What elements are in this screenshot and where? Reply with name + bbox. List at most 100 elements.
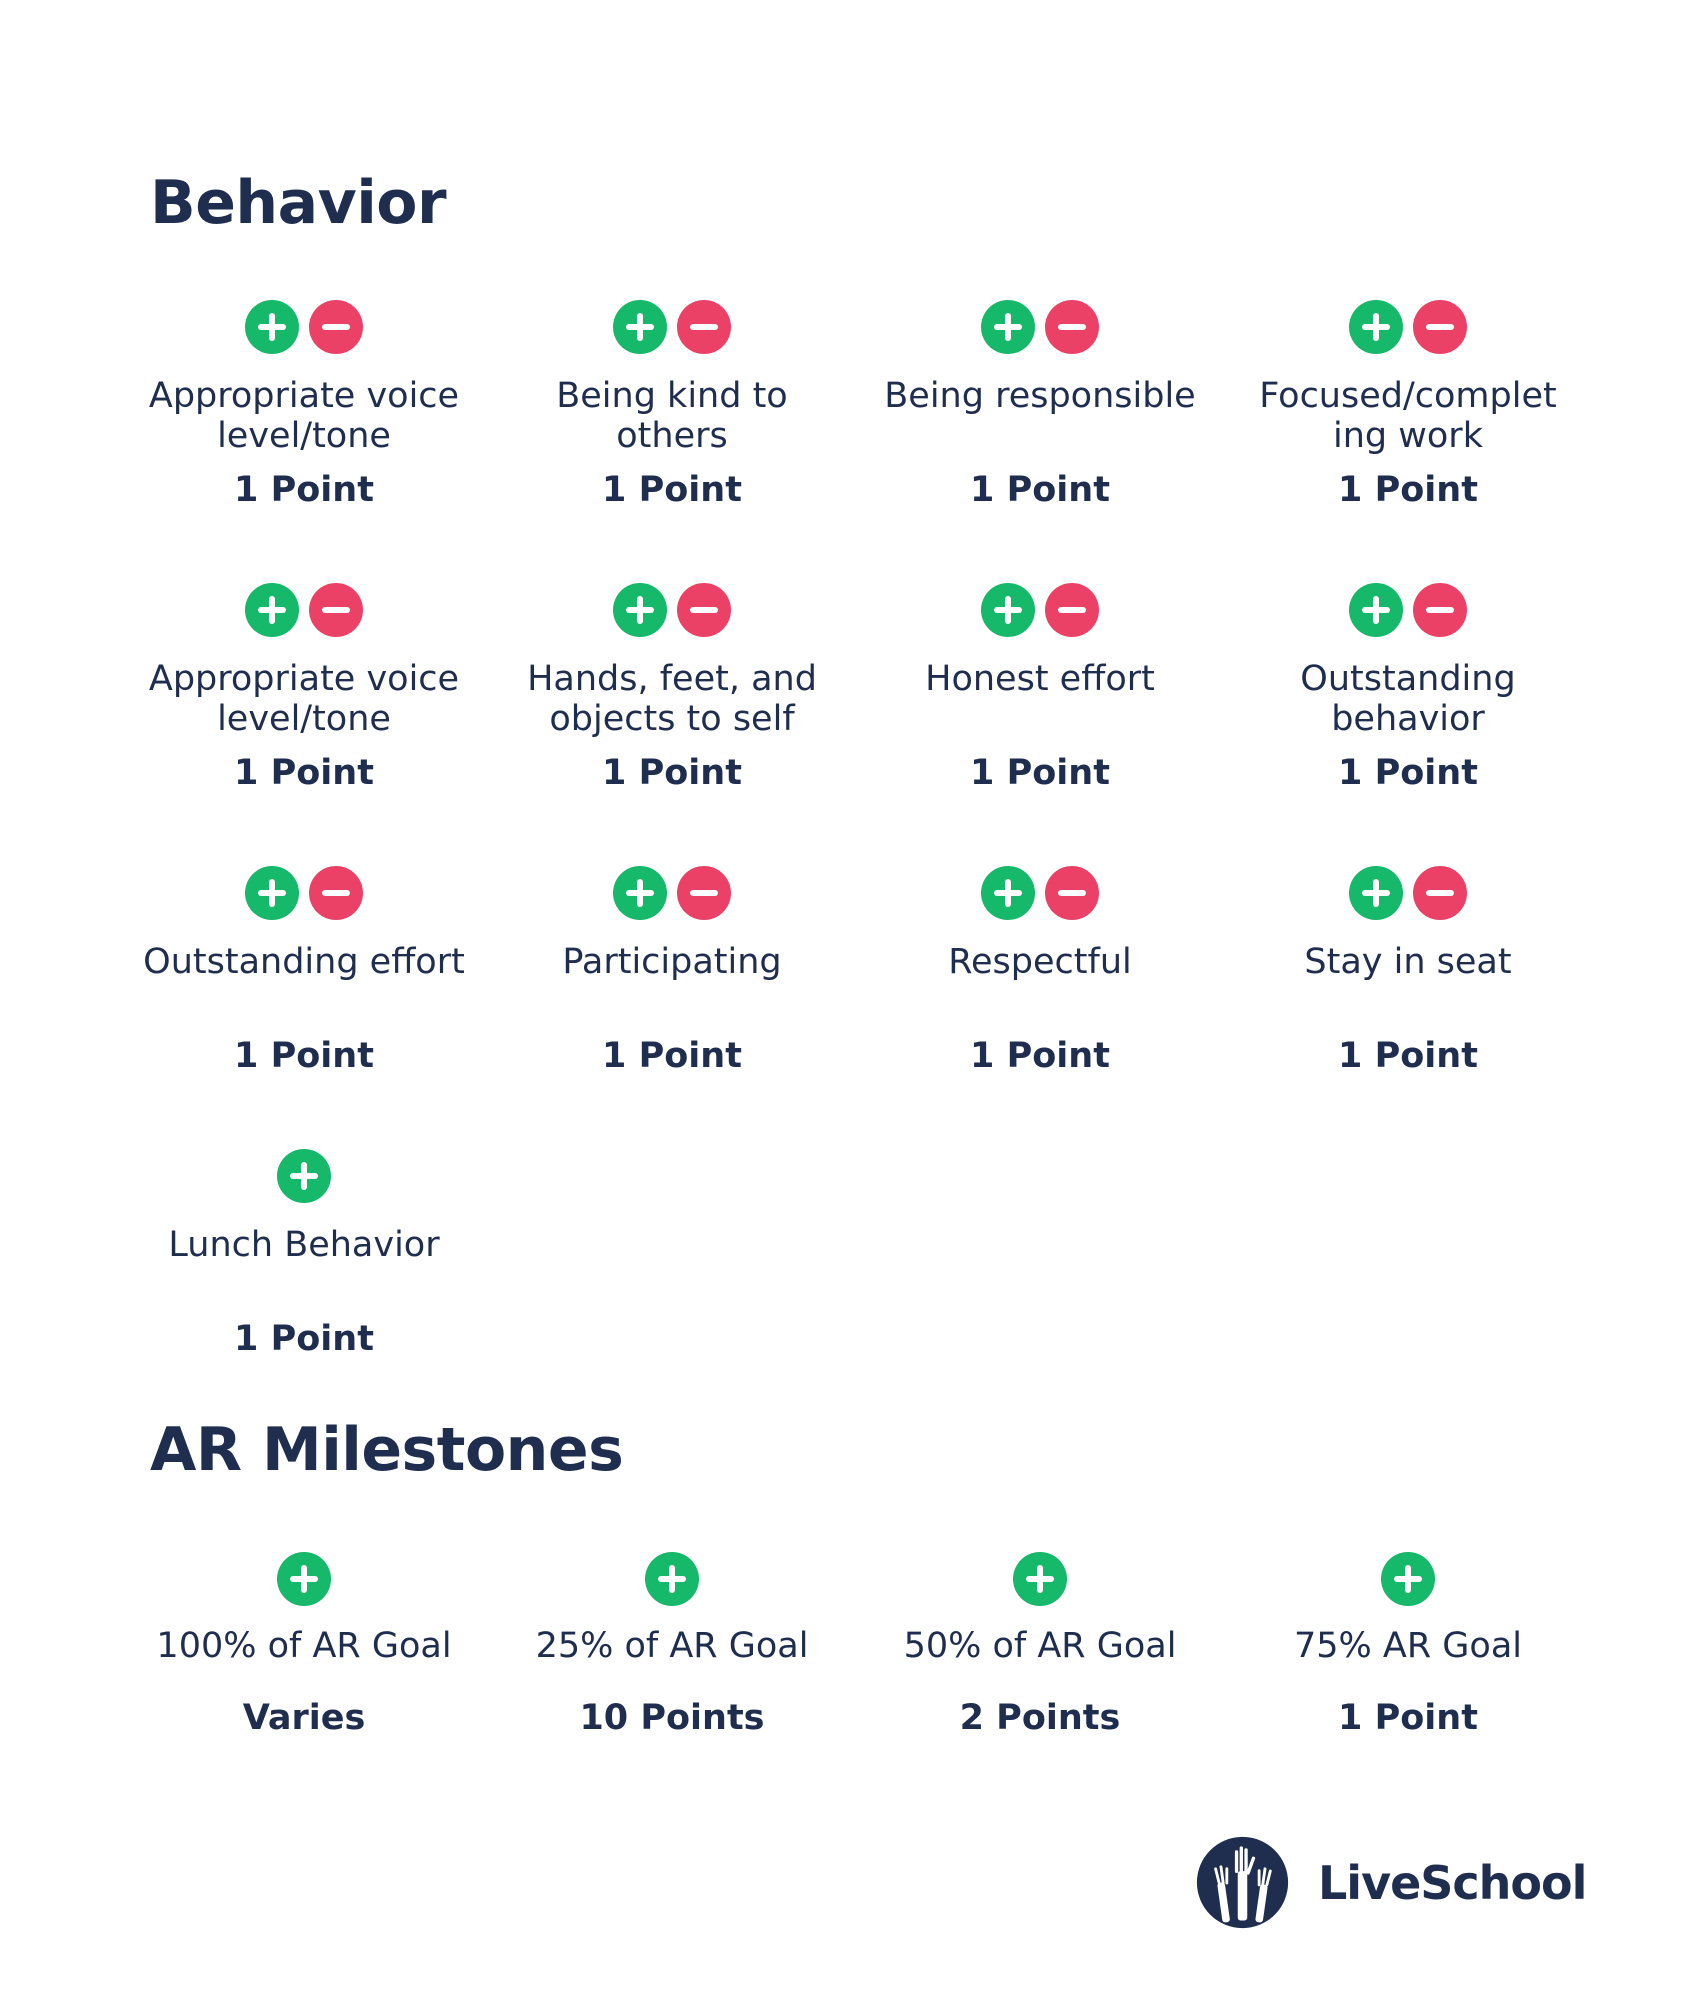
point-value: 10 Points [579, 1698, 765, 1738]
point-actions [120, 1149, 488, 1203]
point-actions [488, 583, 856, 637]
minus-icon[interactable] [309, 866, 363, 920]
point-value: 1 Point [234, 470, 374, 510]
point-actions [488, 300, 856, 354]
point-value: 1 Point [234, 753, 374, 793]
point-value: 1 Point [602, 1036, 742, 1076]
point-card-50-percent-of-ar-goal: 50% of AR Goal 2 Points [856, 1552, 1224, 1792]
point-card-being-kind-to-others: Being kind to others 1 Point [488, 300, 856, 583]
point-value: 1 Point [1338, 1698, 1478, 1738]
minus-icon[interactable] [309, 300, 363, 354]
behavior-label: Hands, feet, and objects to self [527, 659, 817, 739]
point-card-outstanding-effort: Outstanding effort 1 Point [120, 866, 488, 1149]
point-value: 1 Point [970, 1036, 1110, 1076]
point-actions [120, 1552, 488, 1606]
section-title-behavior: Behavior [150, 168, 447, 238]
point-value: 2 Points [959, 1698, 1121, 1738]
point-actions [1224, 583, 1592, 637]
point-value: 1 Point [234, 1036, 374, 1076]
minus-icon[interactable] [677, 300, 731, 354]
plus-icon[interactable] [1013, 1552, 1067, 1606]
plus-icon[interactable] [245, 300, 299, 354]
point-card-respectful: Respectful 1 Point [856, 866, 1224, 1149]
point-card-appropriate-voice-level-tone: Appropriate voice level/tone 1 Point [120, 583, 488, 866]
point-card-honest-effort: Honest effort 1 Point [856, 583, 1224, 866]
behavior-label: Respectful [948, 942, 1132, 982]
behavior-label: Focused/complet ing work [1259, 376, 1557, 456]
point-actions [120, 583, 488, 637]
plus-icon[interactable] [613, 300, 667, 354]
point-value: 1 Point [970, 753, 1110, 793]
minus-icon[interactable] [677, 866, 731, 920]
point-card-stay-in-seat: Stay in seat 1 Point [1224, 866, 1592, 1149]
point-value: 1 Point [1338, 753, 1478, 793]
behavior-label: 100% of AR Goal [156, 1626, 452, 1666]
minus-icon[interactable] [1045, 866, 1099, 920]
plus-icon[interactable] [613, 583, 667, 637]
plus-icon[interactable] [1349, 866, 1403, 920]
minus-icon[interactable] [1045, 300, 1099, 354]
point-actions [856, 300, 1224, 354]
point-actions [1224, 1552, 1592, 1606]
behavior-label: 75% AR Goal [1293, 1626, 1522, 1666]
plus-icon[interactable] [613, 866, 667, 920]
behavior-label: Participating [562, 942, 782, 982]
point-actions [120, 866, 488, 920]
minus-icon[interactable] [309, 583, 363, 637]
point-value: 1 Point [1338, 470, 1478, 510]
point-card-75-percent-ar-goal: 75% AR Goal 1 Point [1224, 1552, 1592, 1792]
plus-icon[interactable] [981, 866, 1035, 920]
logo-wordmark: LiveSchool [1318, 1855, 1587, 1910]
plus-icon[interactable] [245, 866, 299, 920]
liveschool-logo: LiveSchool [1195, 1835, 1587, 1930]
point-actions [120, 300, 488, 354]
point-actions [1224, 866, 1592, 920]
behavior-grid: Appropriate voice level/tone 1 Point Being… [120, 300, 1592, 1432]
point-actions [856, 583, 1224, 637]
minus-icon[interactable] [1413, 866, 1467, 920]
point-card-outstanding-behavior: Outstanding behavior 1 Point [1224, 583, 1592, 866]
behavior-label: Stay in seat [1304, 942, 1512, 982]
behavior-label: 25% of AR Goal [535, 1626, 809, 1666]
ar-milestones-grid: 100% of AR Goal Varies 25% of AR Goal 10 Po… [120, 1552, 1592, 1792]
raised-hands-icon [1196, 1836, 1289, 1929]
plus-icon[interactable] [1349, 583, 1403, 637]
point-card-25-percent-of-ar-goal: 25% of AR Goal 10 Points [488, 1552, 856, 1792]
section-title-ar-milestones: AR Milestones [150, 1415, 624, 1485]
plus-icon[interactable] [981, 583, 1035, 637]
point-actions [1224, 300, 1592, 354]
point-value: 1 Point [1338, 1036, 1478, 1076]
point-value: 1 Point [602, 753, 742, 793]
point-card-lunch-behavior: Lunch Behavior 1 Point [120, 1149, 488, 1432]
plus-icon[interactable] [645, 1552, 699, 1606]
behavior-label: 50% of AR Goal [903, 1626, 1177, 1666]
point-card-focused-complet-ing-work: Focused/complet ing work 1 Point [1224, 300, 1592, 583]
point-value: Varies [242, 1698, 366, 1738]
point-actions [856, 1552, 1224, 1606]
plus-icon[interactable] [277, 1552, 331, 1606]
point-value: 1 Point [234, 1319, 374, 1359]
behavior-label: Being responsible [884, 376, 1196, 416]
plus-icon[interactable] [1381, 1552, 1435, 1606]
minus-icon[interactable] [677, 583, 731, 637]
point-actions [856, 866, 1224, 920]
minus-icon[interactable] [1045, 583, 1099, 637]
minus-icon[interactable] [1413, 300, 1467, 354]
behavior-label: Appropriate voice level/tone [148, 659, 460, 739]
point-actions [488, 1552, 856, 1606]
behavior-label: Being kind to others [556, 376, 788, 456]
point-actions [488, 866, 856, 920]
point-card-appropriate-voice-level-tone: Appropriate voice level/tone 1 Point [120, 300, 488, 583]
plus-icon[interactable] [981, 300, 1035, 354]
point-card-being-responsible: Being responsible 1 Point [856, 300, 1224, 583]
point-card-hands-feet-and-objects-to-self: Hands, feet, and objects to self 1 Point [488, 583, 856, 866]
plus-icon[interactable] [277, 1149, 331, 1203]
minus-icon[interactable] [1413, 583, 1467, 637]
plus-icon[interactable] [1349, 300, 1403, 354]
behavior-label: Lunch Behavior [168, 1225, 440, 1265]
behavior-label: Outstanding behavior [1300, 659, 1516, 739]
point-value: 1 Point [602, 470, 742, 510]
plus-icon[interactable] [245, 583, 299, 637]
point-value: 1 Point [970, 470, 1110, 510]
behavior-label: Outstanding effort [143, 942, 465, 982]
